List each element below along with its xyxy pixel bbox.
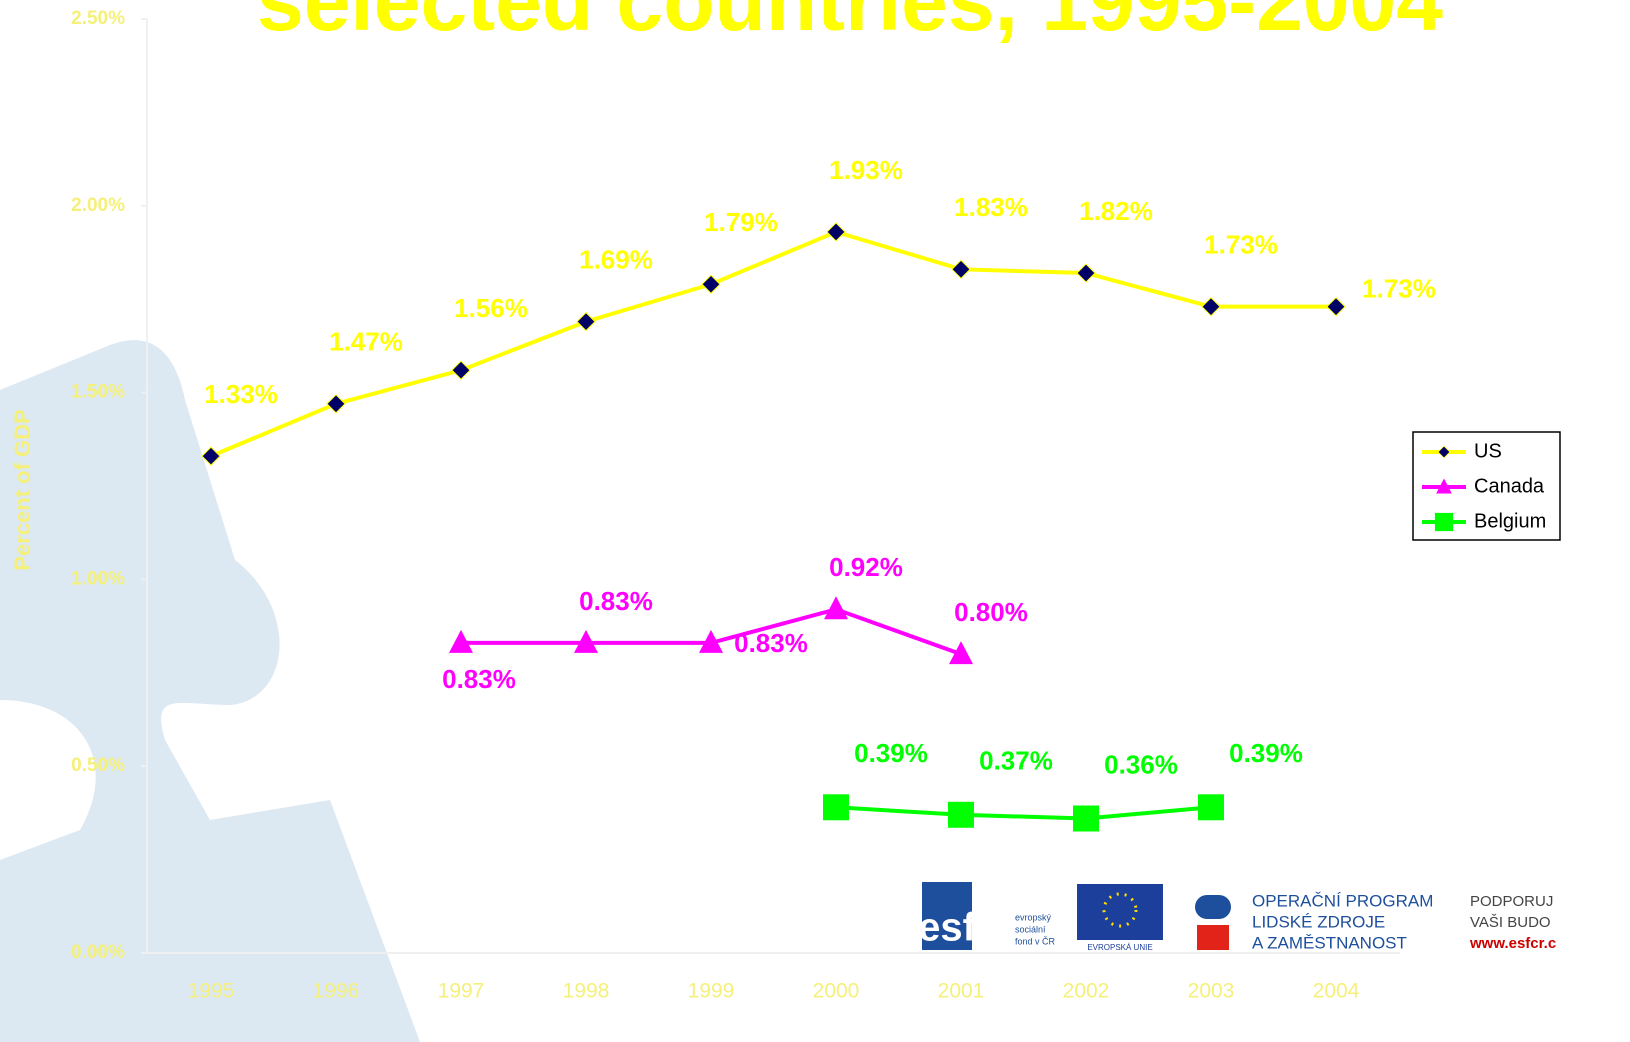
x-tick-label: 2004 (1313, 980, 1360, 1003)
esf-caption: fond v ČR (1015, 936, 1056, 946)
legend-label: Belgium (1474, 510, 1546, 532)
chart: selected countries, 1995-2004 Percent of… (0, 0, 1630, 1042)
point-marker (948, 802, 974, 828)
data-label: 0.39% (1229, 738, 1303, 768)
data-label: 1.79% (704, 207, 778, 237)
x-tick-label: 2003 (1188, 980, 1235, 1003)
y-tick-label: 2.50% (71, 8, 125, 29)
point-marker (823, 794, 849, 820)
eu-text: EVROPSKÁ UNIE (1087, 943, 1152, 952)
data-label: 1.82% (1079, 196, 1153, 226)
data-label: 0.83% (579, 586, 653, 616)
slogan-text: PODPORUJ (1470, 893, 1553, 910)
data-label: 1.73% (1362, 274, 1436, 304)
data-label: 0.83% (442, 664, 516, 694)
data-label: 1.33% (204, 379, 278, 409)
legend-label: Canada (1474, 475, 1545, 497)
x-tick-label: 1999 (688, 980, 735, 1003)
eu-flag (1077, 884, 1163, 940)
y-tick-label: 0.00% (71, 942, 125, 963)
x-tick-label: 1995 (188, 980, 235, 1003)
data-label: 1.69% (579, 244, 653, 274)
esf-caption: evropský (1015, 912, 1052, 922)
y-tick-label: 1.50% (71, 382, 125, 403)
y-tick-label: 1.00% (71, 568, 125, 589)
esf-text: esf (918, 906, 976, 950)
program-text: OPERAČNÍ PROGRAM (1252, 891, 1433, 910)
x-tick-label: 2000 (813, 980, 860, 1003)
esf-caption: sociální (1015, 924, 1046, 934)
data-label: 1.56% (454, 293, 528, 323)
x-tick-label: 2002 (1063, 980, 1110, 1003)
data-label: 0.83% (734, 628, 808, 658)
y-tick-label: 2.00% (71, 195, 125, 216)
chart-title: selected countries, 1995-2004 (257, 0, 1443, 48)
point-marker (1198, 794, 1224, 820)
slogan-text: VAŠI BUDO (1470, 914, 1551, 931)
slogan-text: www.esfcr.c (1469, 935, 1556, 952)
data-label: 0.92% (829, 552, 903, 582)
x-tick-label: 1997 (438, 980, 485, 1003)
y-axis-label: Percent of GDP (10, 409, 35, 570)
program-text: LIDSKÉ ZDROJE (1252, 912, 1385, 931)
point-marker (1073, 806, 1099, 832)
program-text: A ZAMĚSTNANOST (1252, 933, 1407, 952)
data-label: 0.80% (954, 597, 1028, 627)
program-logo (1195, 895, 1231, 919)
legend-marker (1435, 513, 1453, 531)
data-label: 0.36% (1104, 749, 1178, 779)
data-label: 1.83% (954, 192, 1028, 222)
data-label: 1.93% (829, 155, 903, 185)
x-tick-label: 1996 (313, 980, 360, 1003)
data-label: 0.39% (854, 738, 928, 768)
y-tick-label: 0.50% (71, 755, 125, 776)
page: selected countries, 1995-2004 Percent of… (0, 0, 1630, 1042)
legend-label: US (1474, 440, 1502, 462)
x-tick-label: 2001 (938, 980, 985, 1003)
data-label: 1.73% (1204, 230, 1278, 260)
data-label: 0.37% (979, 746, 1053, 776)
data-label: 1.47% (329, 327, 403, 357)
program-logo (1197, 925, 1229, 950)
x-tick-label: 1998 (563, 980, 610, 1003)
